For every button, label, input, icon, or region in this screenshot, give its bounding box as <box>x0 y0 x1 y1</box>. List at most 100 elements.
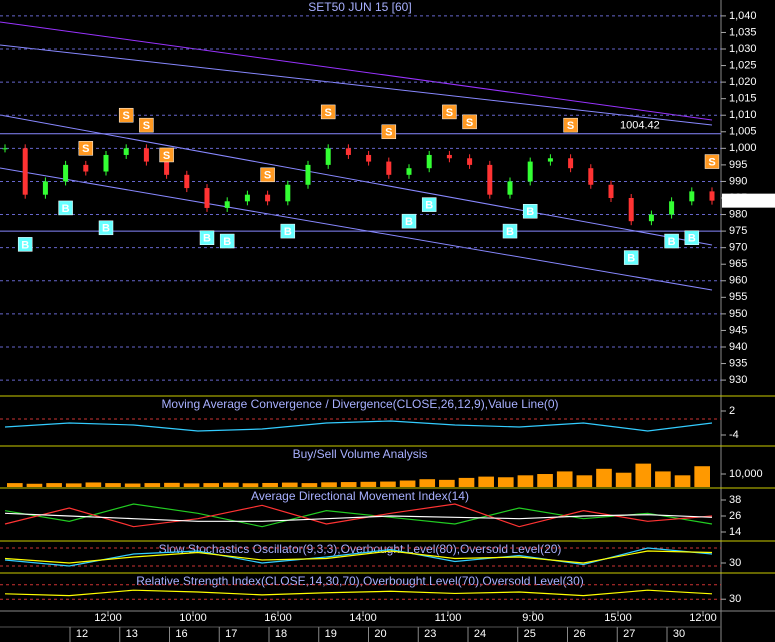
y-tick-label: 1,005 <box>729 126 757 138</box>
panel-title: Slow Stochastics Oscillator(9,3,3),Overb… <box>159 542 562 556</box>
signal-box <box>199 230 215 245</box>
signal-box <box>98 220 114 236</box>
x-date-label: 19 <box>325 628 337 640</box>
y-tick-label: 14 <box>729 526 741 538</box>
candle <box>204 188 210 208</box>
volume-bar <box>26 483 43 487</box>
candle <box>83 164 89 172</box>
volume-bar <box>144 483 161 487</box>
indicator-line <box>4 512 713 522</box>
x-date-label: 17 <box>225 628 237 640</box>
signal-label: B <box>668 236 676 248</box>
volume-bar <box>183 483 200 487</box>
channel-line <box>0 114 713 246</box>
volume-bar <box>576 475 593 487</box>
y-tick-label: 30 <box>729 593 741 605</box>
candle <box>22 148 28 195</box>
y-tick-label: -4 <box>729 429 739 441</box>
last-price-box <box>722 193 775 208</box>
y-tick-label: 38 <box>729 494 741 506</box>
signal-box <box>563 117 578 133</box>
indicator-line <box>4 503 713 528</box>
candle <box>244 194 250 202</box>
signal-label: B <box>627 253 635 265</box>
volume-bar <box>262 482 278 487</box>
signal-box <box>381 124 397 140</box>
signal-label: S <box>466 117 473 129</box>
x-date-label: 25 <box>524 628 536 640</box>
signal-label: B <box>203 233 211 245</box>
candle <box>568 158 574 169</box>
signal-label: S <box>385 127 392 139</box>
volume-bar <box>399 480 416 487</box>
volume-bar <box>85 482 102 487</box>
volume-bar <box>360 481 377 487</box>
panel-title: Relative Strength Index(CLOSE,14,30,70),… <box>136 574 584 588</box>
y-tick-label: 990 <box>729 175 747 187</box>
signal-label: B <box>62 203 70 215</box>
candle <box>2 148 8 150</box>
x-date-label: 20 <box>374 628 386 640</box>
volume-bar <box>65 483 82 487</box>
channel-line <box>0 21 713 121</box>
candle <box>386 161 392 175</box>
candle <box>123 148 129 155</box>
signal-box <box>260 167 275 183</box>
signal-box <box>159 147 174 163</box>
x-time-label: 14:00 <box>349 612 377 624</box>
candle <box>164 161 170 175</box>
volume-bar <box>674 475 691 487</box>
panel-title: Average Directional Movement Index(14) <box>251 489 469 503</box>
signal-label: B <box>284 226 292 238</box>
volume-bar <box>7 483 23 487</box>
signal-label: S <box>567 120 574 132</box>
y-tick-label: 935 <box>729 357 747 369</box>
candle <box>285 184 291 202</box>
candle <box>628 197 634 222</box>
volume-bar <box>458 477 475 487</box>
x-date-label: 12 <box>76 628 88 640</box>
candle <box>487 164 493 195</box>
volume-bar <box>615 472 632 487</box>
signal-box <box>684 230 700 245</box>
signal-box <box>704 154 720 169</box>
signal-box <box>623 250 639 265</box>
candle <box>143 148 149 162</box>
chart-title: SET50 JUN 15 [60] <box>308 0 411 14</box>
y-tick-label: 950 <box>729 308 747 320</box>
signal-label: B <box>688 233 696 245</box>
volume-bar <box>105 483 121 487</box>
signal-label: B <box>425 200 433 212</box>
volume-bar <box>46 483 62 487</box>
x-time-label: 12:00 <box>689 612 717 624</box>
channel-line <box>0 167 713 291</box>
volume-bar <box>340 482 357 487</box>
volume-bar <box>380 481 396 487</box>
y-tick-label: 940 <box>729 341 747 353</box>
volume-bar <box>164 482 180 487</box>
candle <box>426 154 432 169</box>
candle <box>588 168 594 185</box>
candle <box>42 181 48 195</box>
signal-label: B <box>21 239 29 251</box>
signal-label: B <box>102 223 110 235</box>
candle <box>103 154 109 172</box>
signal-box <box>58 200 73 216</box>
signal-label: B <box>405 216 413 228</box>
y-tick-label: 1,000 <box>729 142 757 154</box>
x-date-label: 30 <box>673 628 685 640</box>
y-tick-label: 955 <box>729 291 747 303</box>
signal-label: S <box>325 107 332 119</box>
candle <box>669 201 675 215</box>
candle <box>366 154 372 162</box>
candle <box>305 164 311 185</box>
volume-bar <box>223 482 239 487</box>
y-tick-label: 965 <box>729 258 747 270</box>
candle <box>446 154 452 159</box>
y-tick-label: 10,000 <box>729 468 763 480</box>
volume-bar <box>242 483 259 487</box>
x-time-label: 11:00 <box>435 612 462 624</box>
signal-label: S <box>446 107 453 119</box>
volume-bar <box>203 483 220 487</box>
